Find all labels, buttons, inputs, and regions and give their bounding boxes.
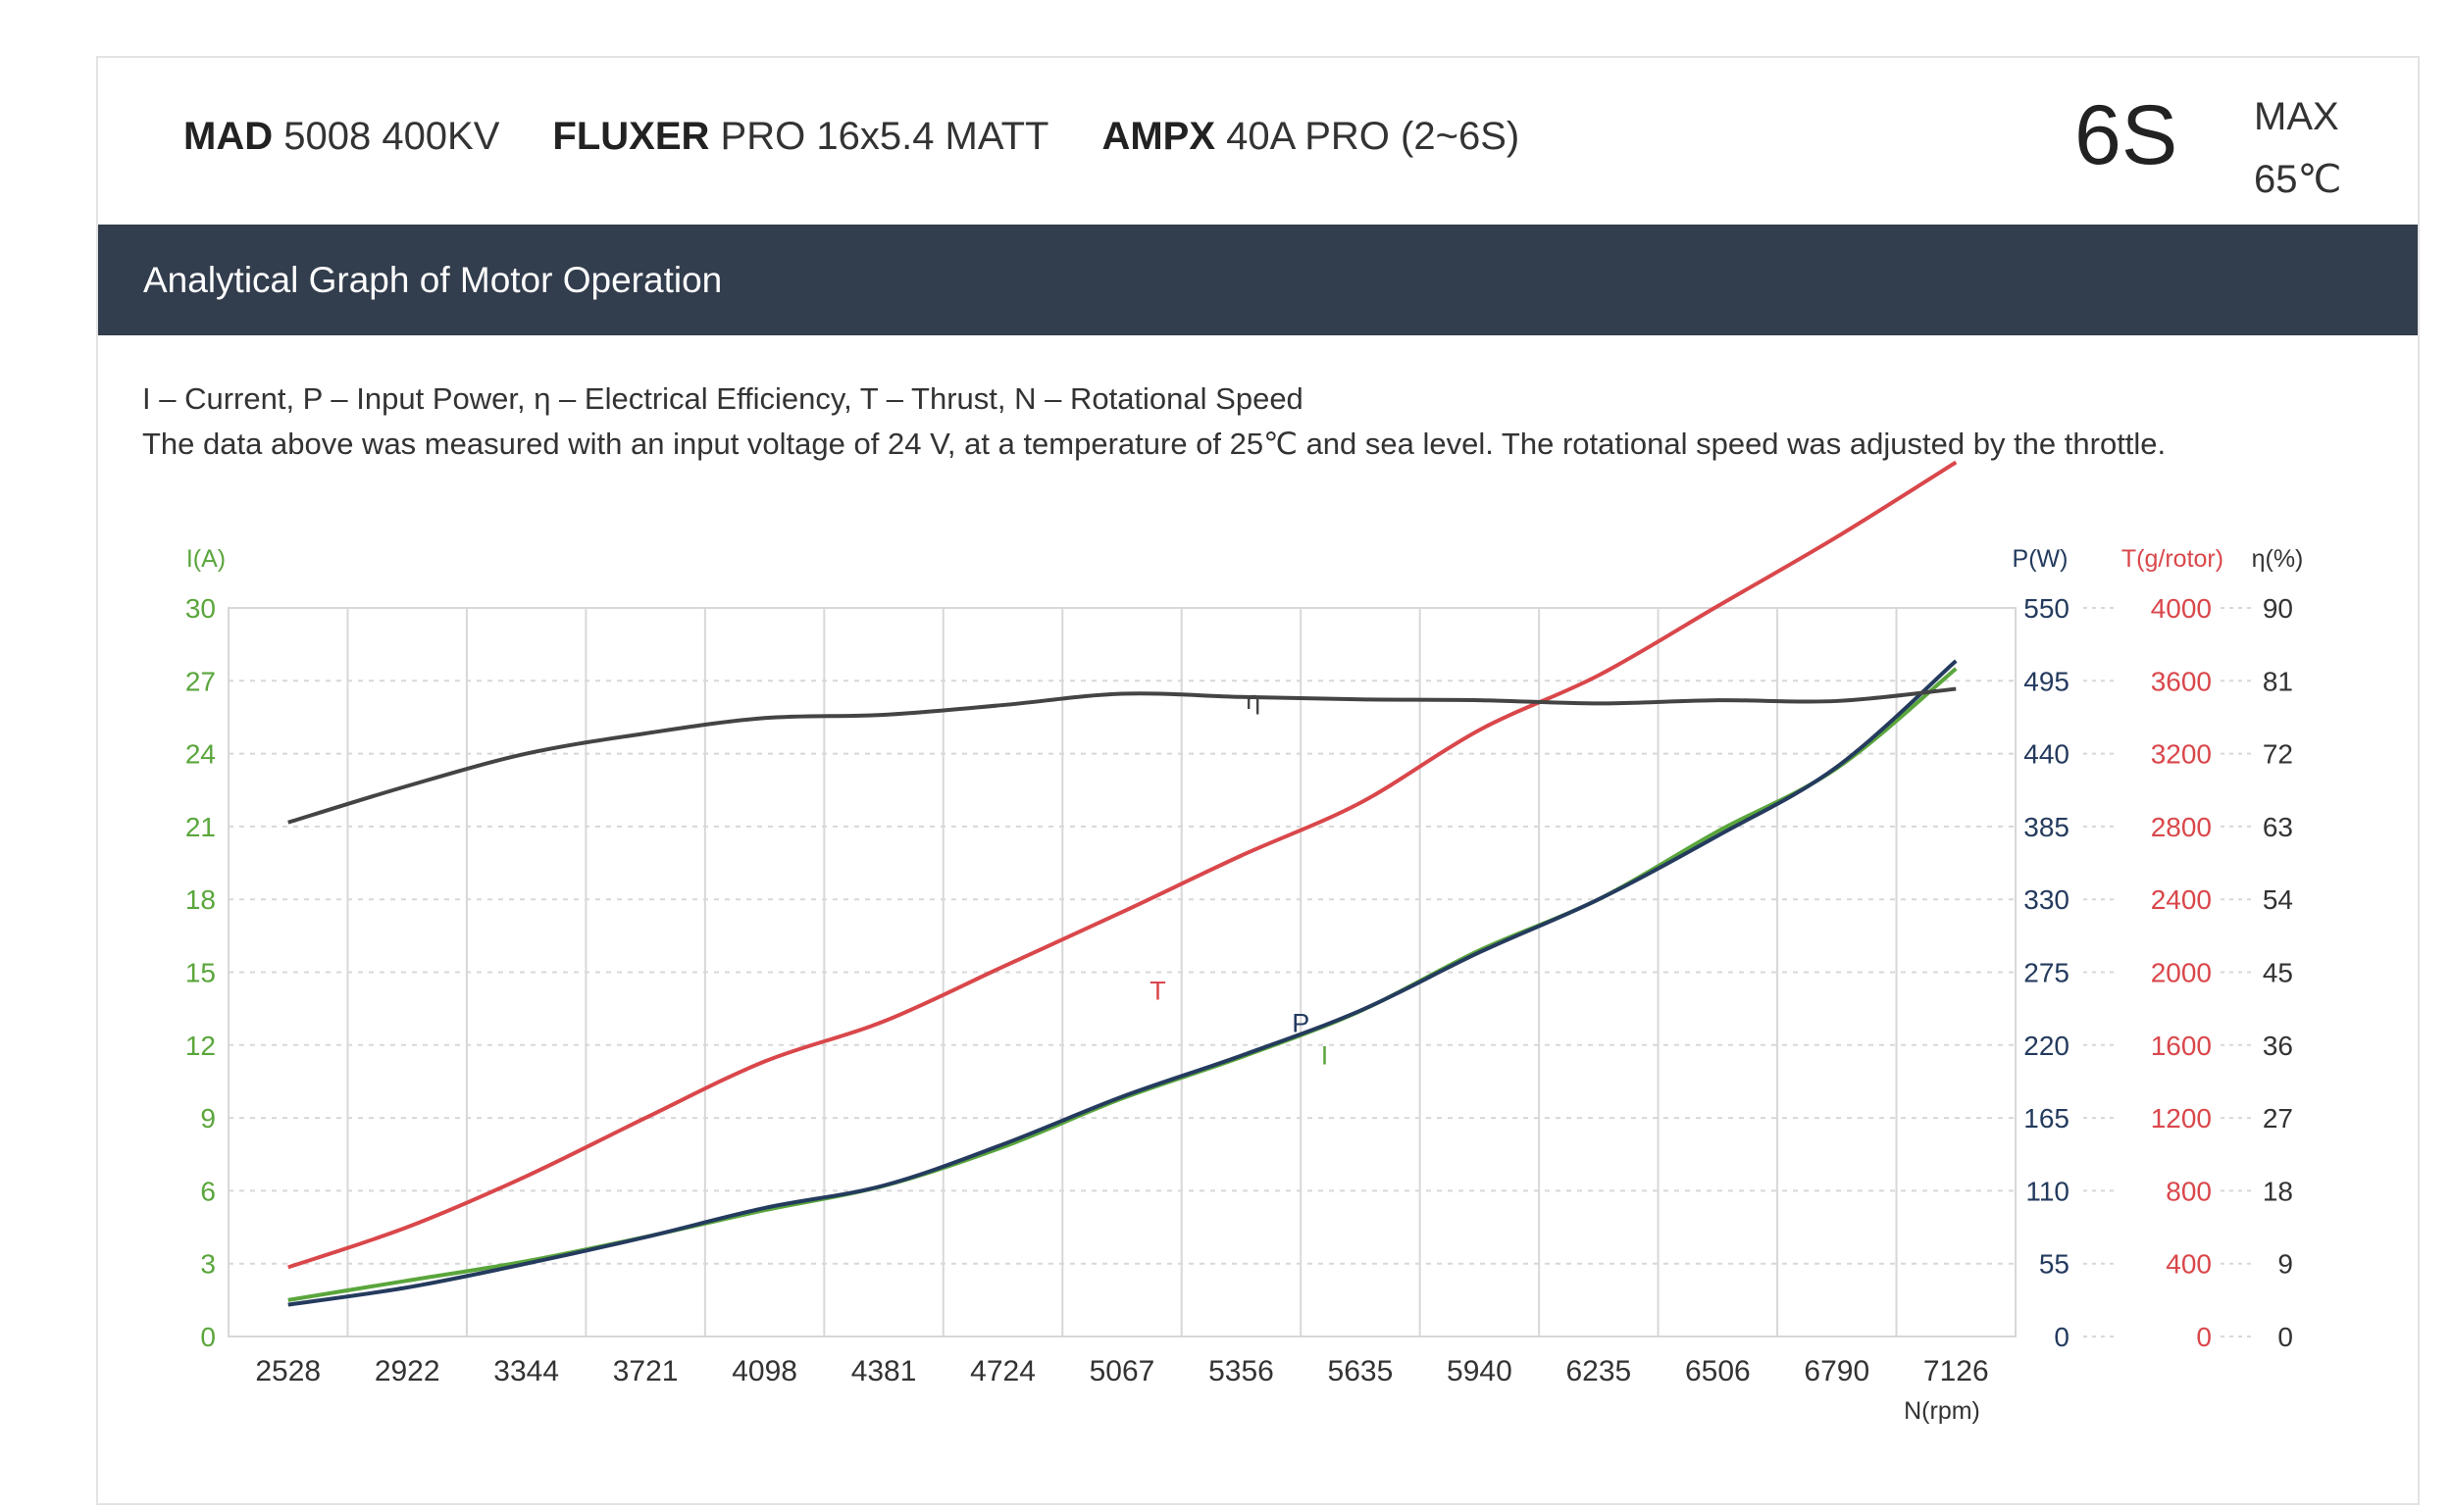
efficiency-axis-label: η(%) [2252, 545, 2304, 573]
x-tick-label: 4724 [970, 1355, 1036, 1387]
test-conditions: The data above was measured with an inpu… [142, 427, 2167, 461]
power-tick-label: 110 [2025, 1176, 2069, 1206]
thrust-tick-label: 3600 [2151, 666, 2212, 696]
max-temperature: MAX 65℃ [2254, 85, 2341, 211]
series: IP Tη [287, 460, 1958, 1307]
power-tick-label: 385 [2023, 812, 2069, 842]
power-tick-label: 495 [2023, 666, 2069, 696]
efficiency-tick-label: 9 [2277, 1249, 2293, 1280]
series-label-current: I [1321, 1041, 1329, 1071]
motor-model: 5008 400KV [283, 115, 500, 158]
thrust-tick-label: 2000 [2151, 958, 2212, 988]
efficiency-tick-label: 36 [2263, 1031, 2293, 1061]
x-tick-label: 5940 [1447, 1355, 1512, 1387]
x-tick-label: 2528 [255, 1355, 321, 1387]
thrust-tick-label: 2400 [2151, 884, 2212, 915]
power-tick-label: 0 [2054, 1322, 2069, 1352]
section-title: Analytical Graph of Motor Operation [143, 260, 723, 300]
plot-border [228, 607, 2017, 1337]
x-tick-label: 5067 [1090, 1355, 1155, 1387]
motor-brand: MAD [183, 115, 274, 158]
x-tick-label: 6506 [1685, 1355, 1751, 1387]
abbreviation-legend: I – Current, P – Input Power, η – Electr… [142, 381, 1303, 416]
efficiency-tick-label: 27 [2263, 1103, 2293, 1134]
current-tick-label: 21 [185, 812, 216, 842]
efficiency-tick-label: 90 [2263, 593, 2293, 624]
thrust-tick-label: 1200 [2151, 1103, 2212, 1134]
series-label-thrust: T [1149, 976, 1166, 1005]
current-tick-label: 18 [185, 884, 216, 915]
axes: 2528 2922 3344 3721 4098 4381 4724 5067 5356 5635… [185, 545, 2304, 1425]
power-tick-label: 220 [2023, 1031, 2069, 1061]
efficiency-tick-label: 45 [2263, 958, 2293, 988]
x-tick-label: 4381 [851, 1355, 917, 1387]
section-header-bar: Analytical Graph of Motor Operation [98, 225, 2418, 335]
thrust-tick-label: 3200 [2151, 739, 2212, 770]
efficiency-tick-label: 18 [2263, 1176, 2293, 1206]
grid [228, 607, 2252, 1337]
series-line-thrust [287, 460, 1958, 1270]
current-tick-label: 30 [185, 593, 216, 624]
x-tick-label: 5356 [1208, 1355, 1274, 1387]
x-axis-label: N(rpm) [1904, 1397, 1980, 1425]
series-label-efficiency: η [1246, 685, 1260, 715]
current-tick-label: 24 [185, 739, 216, 770]
series-line-efficiency [287, 686, 1957, 825]
prop-brand: FLUXER [552, 115, 710, 158]
prop-model: PRO 16x5.4 MATT [720, 115, 1049, 158]
thrust-tick-label: 800 [2166, 1176, 2212, 1206]
esc-model: 40A PRO (2~6S) [1226, 115, 1520, 158]
motor-info: MAD 5008 400KV [183, 115, 499, 158]
cell-count: 6S [2074, 88, 2178, 182]
current-tick-label: 27 [185, 666, 216, 696]
current-tick-label: 3 [200, 1249, 216, 1280]
power-tick-label: 275 [2023, 958, 2069, 988]
series-line-current [287, 667, 1958, 1302]
max-label: MAX [2254, 95, 2339, 138]
thrust-tick-label: 2800 [2151, 812, 2212, 842]
current-tick-label: 6 [200, 1176, 216, 1206]
power-tick-label: 330 [2023, 884, 2069, 915]
efficiency-tick-label: 54 [2263, 884, 2293, 915]
x-tick-label: 6235 [1565, 1355, 1631, 1387]
power-tick-label: 550 [2023, 593, 2069, 624]
series-line-power [287, 659, 1958, 1307]
product-header: MAD 5008 400KV FLUXER PRO 16x5.4 MATT AMPX… [98, 58, 2418, 225]
current-axis-label: I(A) [186, 545, 226, 573]
efficiency-tick-label: 72 [2263, 739, 2293, 770]
power-tick-label: 55 [2039, 1249, 2069, 1280]
prop-info: FLUXER PRO 16x5.4 MATT [552, 115, 1048, 158]
current-tick-label: 9 [200, 1103, 216, 1134]
thrust-axis-label: T(g/rotor) [2121, 545, 2223, 573]
current-tick-label: 12 [185, 1031, 216, 1061]
efficiency-tick-label: 63 [2263, 812, 2293, 842]
x-tick-label: 3344 [493, 1355, 559, 1387]
chart-notes: I – Current, P – Input Power, η – Electr… [142, 377, 2166, 467]
x-tick-label: 6790 [1804, 1355, 1869, 1387]
current-tick-label: 0 [200, 1322, 216, 1352]
power-axis-label: P(W) [2013, 545, 2069, 573]
x-tick-label: 3721 [613, 1355, 679, 1387]
esc-brand: AMPX [1101, 115, 1216, 158]
max-temp-value: 65℃ [2254, 158, 2342, 201]
efficiency-tick-label: 81 [2263, 666, 2293, 696]
x-tick-label: 2922 [375, 1355, 440, 1387]
series-label-power: P [1292, 1008, 1309, 1037]
thrust-tick-label: 4000 [2151, 593, 2212, 624]
x-tick-label: 5635 [1328, 1355, 1394, 1387]
efficiency-tick-label: 0 [2277, 1322, 2293, 1352]
power-tick-label: 440 [2023, 739, 2069, 770]
esc-info: AMPX 40A PRO (2~6S) [1101, 115, 1519, 158]
x-tick-label: 4098 [732, 1355, 797, 1387]
thrust-tick-label: 1600 [2151, 1031, 2212, 1061]
product-combo: MAD 5008 400KV FLUXER PRO 16x5.4 MATT AMPX… [183, 115, 1572, 159]
thrust-tick-label: 0 [2196, 1322, 2212, 1352]
current-tick-label: 15 [185, 958, 216, 988]
power-tick-label: 165 [2023, 1103, 2069, 1134]
x-tick-label: 7126 [1923, 1355, 1989, 1387]
thrust-tick-label: 400 [2166, 1249, 2212, 1280]
